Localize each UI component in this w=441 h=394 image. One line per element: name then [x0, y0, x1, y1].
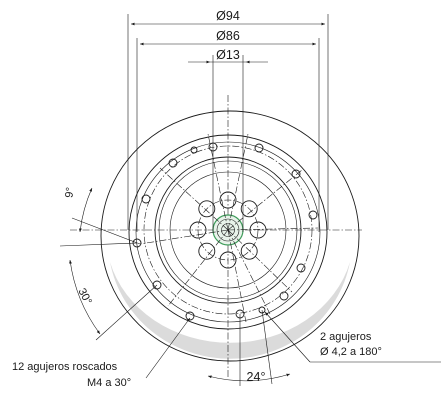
diameter-94-label: Ø94	[216, 9, 240, 23]
inner-hole	[219, 251, 237, 269]
threaded-hole	[296, 263, 306, 273]
threaded-hole	[168, 158, 178, 168]
small-hole	[190, 146, 198, 154]
small-hole	[258, 306, 266, 314]
angle-30-label: 30°	[75, 286, 93, 306]
inner-hole	[249, 221, 267, 239]
callout-threaded-line1: 12 agujeros roscados	[12, 361, 118, 373]
angle-dimension-bottom	[207, 309, 291, 386]
threaded-hole	[308, 210, 318, 220]
threaded-hole	[279, 291, 289, 301]
diameter-86-label: Ø86	[216, 29, 240, 43]
angle-dimensions-left	[59, 187, 158, 341]
leader-threaded-holes	[145, 317, 191, 379]
inner-hole	[219, 191, 237, 209]
diameter-dimensions	[127, 14, 329, 232]
threaded-hole	[185, 311, 195, 321]
callout-two-holes-line1: 2 agujeros	[320, 331, 372, 343]
inner-hole	[240, 242, 258, 260]
inner-hole	[198, 200, 216, 218]
threaded-holes	[132, 142, 318, 321]
leader-two-holes	[264, 311, 441, 363]
threaded-hole	[254, 143, 264, 153]
inner-hole	[198, 242, 216, 260]
angle-9-label: 9°	[63, 187, 76, 199]
inner-hole	[240, 200, 258, 218]
inner-hole-ring	[189, 191, 267, 269]
inner-hole	[189, 221, 207, 239]
threaded-hole	[141, 194, 151, 204]
angle-24-label: 24°	[247, 370, 266, 384]
diameter-13-label: Ø13	[216, 48, 240, 62]
callout-two-holes-line2: Ø 4,2 a 180°	[320, 346, 382, 358]
threaded-hole	[291, 169, 301, 179]
callout-threaded-line2: M4 a 30°	[87, 377, 131, 389]
threaded-hole	[152, 280, 162, 290]
